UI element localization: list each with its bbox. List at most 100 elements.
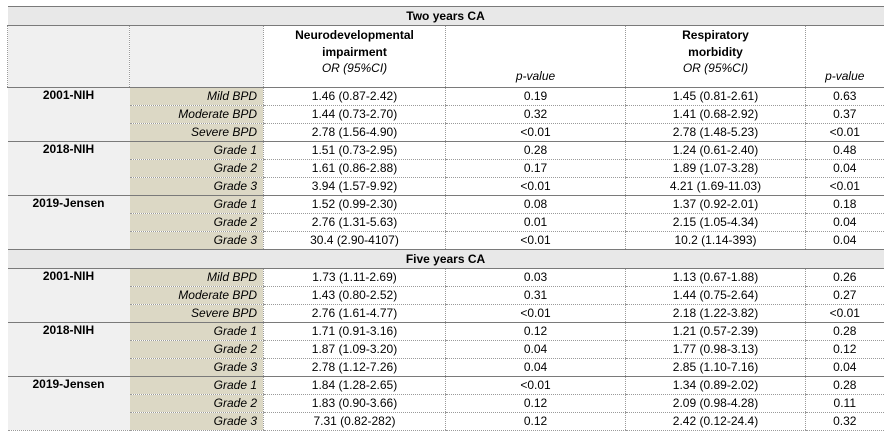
- ndi-p-value: <0.01: [445, 177, 626, 196]
- resp-p-value: 0.12: [804, 340, 884, 359]
- ndi-p-value: 0.17: [445, 159, 626, 178]
- severity-label: Grade 1: [129, 195, 264, 214]
- resp-or-value: 1.89 (1.07-3.28): [625, 159, 806, 178]
- severity-label: Moderate BPD: [129, 286, 264, 305]
- ndi-or-value: 2.78 (1.12-7.26): [263, 358, 446, 377]
- resp-or-value: 1.77 (0.98-3.13): [625, 340, 806, 359]
- resp-or-value: 1.24 (0.61-2.40): [625, 141, 806, 160]
- ndi-p-value: 0.12: [445, 322, 626, 341]
- definition-name: 2019-Jensen: [7, 195, 130, 250]
- ndi-p-value: 0.12: [445, 412, 626, 431]
- resp-or-value: 1.21 (0.57-2.39): [625, 322, 806, 341]
- resp-title-line1: Respiratory: [682, 28, 749, 42]
- severity-label: Mild BPD: [129, 87, 264, 106]
- resp-or-value: 1.37 (0.92-2.01): [625, 195, 806, 214]
- ndi-or-value: 1.46 (0.87-2.42): [263, 87, 446, 106]
- definition-name: 2019-Jensen: [7, 376, 130, 431]
- resp-or-value: 10.2 (1.14-393): [625, 231, 806, 250]
- ndi-p-value: 0.08: [445, 195, 626, 214]
- ndi-or-value: 2.78 (1.56-4.90): [263, 123, 446, 142]
- severity-label: Grade 1: [129, 141, 264, 160]
- ndi-or-value: 1.43 (0.80-2.52): [263, 286, 446, 305]
- table-row: Grade 2 2.76 (1.31-5.63) 0.01 2.15 (1.05-4.…: [8, 213, 884, 232]
- definition-name: 2001-NIH: [7, 268, 130, 323]
- resp-title-line2: morbidity: [688, 45, 743, 59]
- table-row: 2019-Jensen Grade 1 1.52 (0.99-2.30) 0.08 1.…: [7, 195, 884, 250]
- ndi-or-value: 1.61 (0.86-2.88): [263, 159, 446, 178]
- resp-p-value: <0.01: [804, 123, 884, 142]
- severity-label: Grade 2: [129, 394, 264, 413]
- ndi-p-value: <0.01: [445, 231, 626, 250]
- definition-name: 2018-NIH: [7, 322, 130, 377]
- resp-p-value: 0.27: [804, 286, 884, 305]
- ndi-p-value: 0.28: [445, 141, 626, 160]
- ndi-p-value: 0.04: [445, 340, 626, 359]
- severity-label: Severe BPD: [129, 123, 264, 142]
- header-resp-or: Respiratory morbidity OR (95%CI): [625, 25, 806, 88]
- table-row: 2001-NIH Mild BPD 1.73 (1.11-2.69) 0.03 1.13…: [7, 268, 884, 323]
- ndi-or-value: 2.76 (1.31-5.63): [263, 213, 446, 232]
- ndi-or-value: 3.94 (1.57-9.92): [263, 177, 446, 196]
- resp-or-value: 2.78 (1.48-5.23): [625, 123, 806, 142]
- ndi-or-value: 1.73 (1.11-2.69): [263, 268, 446, 287]
- column-header-row: Neurodevelopmental impairment OR (95%CI) p-…: [7, 25, 884, 88]
- resp-or-value: 1.41 (0.68-2.92): [625, 105, 806, 124]
- ndi-p-value: <0.01: [445, 376, 626, 395]
- severity-label: Mild BPD: [129, 268, 264, 287]
- table-row: 2019-Jensen Grade 1 1.84 (1.28-2.65) <0.01 1…: [7, 376, 884, 431]
- severity-label: Severe BPD: [129, 304, 264, 323]
- ndi-or-value: 30.4 (2.90-4107): [263, 231, 446, 250]
- header-ndi-pvalue: p-value: [445, 25, 626, 88]
- resp-p-value: 0.63: [804, 87, 884, 106]
- resp-p-value: 0.04: [804, 213, 884, 232]
- ndi-p-value: 0.12: [445, 394, 626, 413]
- resp-or-value: 1.34 (0.89-2.02): [625, 376, 806, 395]
- resp-p-value: 0.04: [804, 358, 884, 377]
- table-row: Severe BPD 2.76 (1.61-4.77) <0.01 2.18 (1.2…: [8, 304, 884, 323]
- resp-or-value: 2.18 (1.22-3.82): [625, 304, 806, 323]
- severity-label: Grade 1: [129, 322, 264, 341]
- resp-p-value: <0.01: [804, 304, 884, 323]
- resp-p-value: 0.48: [804, 141, 884, 160]
- severity-label: Grade 3: [129, 412, 264, 431]
- definition-name: 2001-NIH: [7, 87, 130, 142]
- table-row: 2001-NIH Mild BPD 1.46 (0.87-2.42) 0.19 1.45…: [7, 87, 884, 142]
- ndi-title-line2: impairment: [322, 45, 387, 59]
- table-row: 2018-NIH Grade 1 1.51 (0.73-2.95) 0.28 1.24 …: [7, 141, 884, 196]
- header-blank-definition: [7, 25, 130, 88]
- ndi-subtitle: OR (95%CI): [321, 61, 388, 75]
- severity-label: Grade 3: [129, 231, 264, 250]
- resp-or-value: 1.44 (0.75-2.64): [625, 286, 806, 305]
- section-title-row: Five years CA: [7, 249, 884, 269]
- severity-label: Grade 2: [129, 340, 264, 359]
- severity-label: Grade 2: [129, 213, 264, 232]
- resp-or-value: 1.45 (0.81-2.61): [625, 87, 806, 106]
- ndi-title-line1: Neurodevelopmental: [295, 28, 414, 42]
- section-title-row: Two years CA: [7, 6, 884, 26]
- resp-subtitle: OR (95%CI): [682, 61, 749, 75]
- table-row: Grade 3 3.94 (1.57-9.92) <0.01 4.21 (1.69-1…: [8, 177, 884, 196]
- table-row: Grade 2 1.61 (0.86-2.88) 0.17 1.89 (1.07-3.…: [8, 159, 884, 178]
- ndi-p-value: 0.01: [445, 213, 626, 232]
- resp-p-value: 0.04: [804, 159, 884, 178]
- header-ndi-or: Neurodevelopmental impairment OR (95%CI): [263, 25, 446, 88]
- header-blank-grade: [129, 25, 264, 88]
- resp-p-value: <0.01: [804, 177, 884, 196]
- resp-or-value: 2.42 (0.12-24.4): [625, 412, 806, 431]
- ndi-or-value: 1.87 (1.09-3.20): [263, 340, 446, 359]
- resp-p-value: 0.26: [804, 268, 884, 287]
- resp-p-value: 0.04: [804, 231, 884, 250]
- ndi-or-value: 1.51 (0.73-2.95): [263, 141, 446, 160]
- table-row: Grade 3 2.78 (1.12-7.26) 0.04 2.85 (1.10-7.…: [8, 358, 884, 377]
- ndi-or-value: 1.83 (0.90-3.66): [263, 394, 446, 413]
- ndi-p-value: 0.32: [445, 105, 626, 124]
- results-table: Two years CA Neurodevelopmental impairment…: [7, 6, 884, 431]
- resp-p-value: 0.37: [804, 105, 884, 124]
- ndi-or-value: 7.31 (0.82-282): [263, 412, 446, 431]
- ndi-or-value: 1.52 (0.99-2.30): [263, 195, 446, 214]
- ndi-or-value: 1.71 (0.91-3.16): [263, 322, 446, 341]
- resp-or-value: 1.13 (0.67-1.88): [625, 268, 806, 287]
- ndi-p-value: 0.31: [445, 286, 626, 305]
- resp-or-value: 2.85 (1.10-7.16): [625, 358, 806, 377]
- ndi-or-value: 1.44 (0.73-2.70): [263, 105, 446, 124]
